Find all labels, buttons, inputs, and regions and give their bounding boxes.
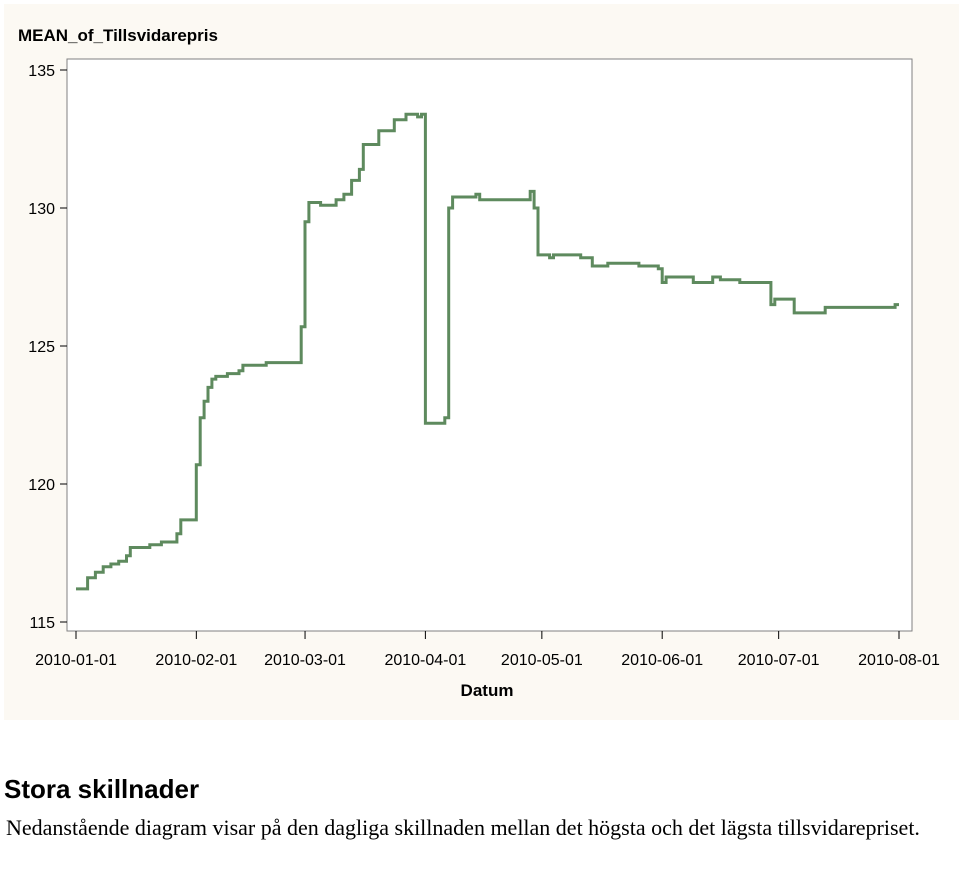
x-axis-title: Datum: [461, 681, 514, 700]
section-body-text: Nedanstående diagram visar på den daglig…: [6, 815, 920, 840]
series-layer: [76, 112, 899, 591]
x-tick-label: 2010-04-01: [384, 652, 466, 669]
x-axis: 2010-01-01 2010-02-01 2010-03-01 2010-04-01…: [35, 631, 940, 669]
section-heading: Stora skillnader: [4, 774, 200, 804]
x-tick-label: 2010-03-01: [264, 652, 346, 669]
y-axis-title: MEAN_of_Tillsvidarepris: [18, 26, 218, 45]
x-tick-label: 2010-05-01: [501, 652, 583, 669]
x-tick-label: 2010-01-01: [35, 652, 117, 669]
x-tick-label: 2010-07-01: [738, 652, 820, 669]
y-tick-label: 120: [28, 477, 55, 494]
chart-figure: MEAN_of_Tillsvidarepris 115 120 125 130 135 …: [4, 4, 959, 720]
x-tick-label: 2010-08-01: [858, 652, 940, 669]
y-axis: 115 120 125 130 135: [28, 63, 67, 632]
x-tick-label: 2010-06-01: [621, 652, 703, 669]
y-tick-label: 125: [28, 339, 55, 356]
x-tick-label: 2010-02-01: [155, 652, 237, 669]
plot-area: [66, 58, 913, 632]
chart-svg: MEAN_of_Tillsvidarepris 115120125130135 …: [18, 26, 940, 700]
y-tick-label: 115: [29, 615, 55, 632]
y-tick-label: 130: [28, 201, 55, 218]
series-line: [76, 112, 899, 591]
y-tick-label: 135: [28, 63, 55, 80]
